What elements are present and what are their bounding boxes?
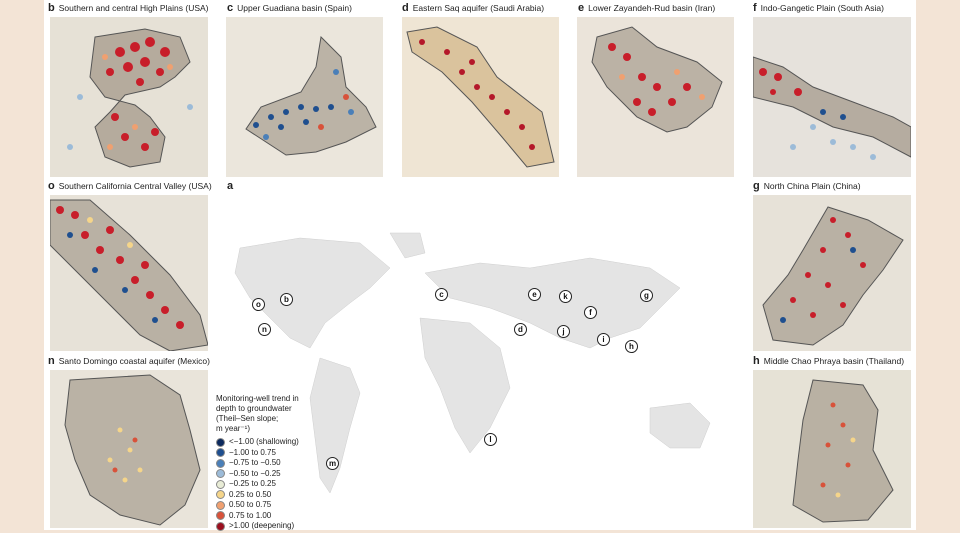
panel-b-title: b Southern and central High Plains (USA)	[48, 2, 209, 14]
world-label-f: f	[584, 306, 597, 319]
legend-swatch	[216, 521, 225, 531]
trend-legend: Monitoring-well trend in depth to ground…	[216, 394, 299, 532]
legend-label: 0.75 to 1.00	[229, 510, 272, 520]
world-label-o: o	[252, 298, 265, 311]
world-map: o b n c e k d j f i g h l m	[210, 228, 750, 528]
panel-c-title: c Upper Guadiana basin (Spain)	[227, 2, 352, 14]
legend-item: <−1.00 (shallowing)	[216, 437, 299, 448]
legend-swatch	[216, 479, 225, 489]
legend-title: Monitoring-well trend in depth to ground…	[216, 394, 299, 433]
panel-h-title: h Middle Chao Phraya basin (Thailand)	[753, 355, 905, 367]
panel-o-title: o Southern California Central Valley (USA…	[48, 180, 212, 192]
panel-o-map	[50, 195, 208, 351]
legend-item: 0.25 to 0.50	[216, 490, 299, 501]
world-label-c: c	[435, 288, 448, 301]
panel-n-map	[50, 370, 208, 528]
legend-label: −0.50 to −0.25	[229, 468, 281, 478]
world-label-j: j	[557, 325, 570, 338]
legend-item: 0.75 to 1.00	[216, 511, 299, 522]
legend-label: 0.50 to 0.75	[229, 500, 272, 510]
legend-label: 0.25 to 0.50	[229, 489, 272, 499]
legend-swatch	[216, 448, 225, 458]
legend-item: −0.75 to −0.50	[216, 458, 299, 469]
panel-a-title: a	[227, 180, 234, 192]
panel-g-title: g North China Plain (China)	[753, 180, 861, 192]
panel-e-map	[577, 17, 734, 177]
legend-label: −0.75 to −0.50	[229, 458, 281, 468]
legend-label: >1.00 (deepening)	[229, 521, 295, 531]
world-label-b: b	[280, 293, 293, 306]
legend-swatch	[216, 469, 225, 479]
legend-label: −0.25 to 0.25	[229, 479, 276, 489]
world-label-k: k	[559, 290, 572, 303]
legend-item: −0.25 to 0.25	[216, 479, 299, 490]
panel-c-map	[226, 17, 383, 177]
legend-label: −1.00 to 0.75	[229, 447, 276, 457]
legend-item: −0.50 to −0.25	[216, 469, 299, 480]
world-label-l: l	[484, 433, 497, 446]
legend-swatch	[216, 490, 225, 500]
world-label-e: e	[528, 288, 541, 301]
legend-swatch	[216, 500, 225, 510]
panel-e-title: e Lower Zayandeh-Rud basin (Iran)	[578, 2, 716, 14]
world-label-h: h	[625, 340, 638, 353]
world-label-d: d	[514, 323, 527, 336]
panel-g-map	[753, 195, 911, 351]
legend-swatch	[216, 437, 225, 447]
world-label-g: g	[640, 289, 653, 302]
world-label-m: m	[326, 457, 339, 470]
legend-swatch	[216, 511, 225, 521]
panel-d-title: d Eastern Saq aquifer (Saudi Arabia)	[402, 2, 545, 14]
world-label-i: i	[597, 333, 610, 346]
legend-item: 0.50 to 0.75	[216, 500, 299, 511]
legend-item: −1.00 to 0.75	[216, 448, 299, 459]
panel-h-map	[753, 370, 911, 528]
panel-b-map	[50, 17, 208, 177]
legend-label: <−1.00 (shallowing)	[229, 437, 299, 447]
panel-f-map	[753, 17, 911, 177]
panel-n-title: n Santo Domingo coastal aquifer (Mexico)	[48, 355, 210, 367]
legend-swatch	[216, 458, 225, 468]
panel-d-map	[402, 17, 559, 177]
world-label-n: n	[258, 323, 271, 336]
panel-f-title: f Indo-Gangetic Plain (South Asia)	[753, 2, 884, 14]
